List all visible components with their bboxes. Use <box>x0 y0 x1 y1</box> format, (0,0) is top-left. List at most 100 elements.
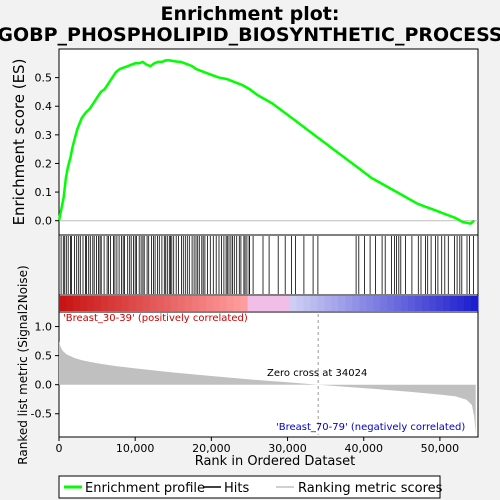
ranking-metric-area <box>59 341 476 435</box>
ramp-segment-9 <box>121 296 130 311</box>
xtick-label-4: 40,000 <box>344 442 383 455</box>
ramp-segment-29 <box>261 296 269 311</box>
ramp-segment-30 <box>268 296 276 311</box>
ramp-segment-16 <box>170 296 179 311</box>
color-ramp <box>59 296 479 311</box>
ramp-segment-11 <box>135 296 144 311</box>
ramp-segment-44 <box>366 296 374 311</box>
ramp-segment-54 <box>436 296 444 311</box>
enrichment-profile-line <box>57 59 475 225</box>
ramp-segment-51 <box>415 296 423 311</box>
ramp-segment-6 <box>100 296 109 311</box>
ramp-segment-18 <box>184 296 193 311</box>
ramp-segment-4 <box>86 296 95 311</box>
ramp-segment-24 <box>226 296 235 311</box>
ramp-segment-56 <box>450 296 458 311</box>
metric-series <box>59 314 476 435</box>
es-series <box>57 59 475 225</box>
es-ytick-label-1: 0.1 <box>35 186 53 199</box>
x-axis: 0 10,000 20,000 30,000 40,000 50,000 <box>56 437 460 455</box>
ramp-segment-36 <box>310 296 318 311</box>
ramp-segment-7 <box>107 296 116 311</box>
ramp-segment-20 <box>198 296 207 311</box>
es-y-axis-label: Enrichment score (ES) <box>10 59 28 226</box>
ramp-segment-12 <box>142 296 151 311</box>
ramp-segment-37 <box>317 296 325 311</box>
ramp-segment-0 <box>59 296 67 311</box>
ramp-segment-27 <box>247 296 256 311</box>
ramp-segment-1 <box>66 296 74 311</box>
ramp-segment-22 <box>212 296 221 311</box>
legend-label-hits: Hits <box>224 481 249 496</box>
legend-label-es: Enrichment profile <box>85 481 205 496</box>
negative-label: 'Breast_70-79' (negatively correlated) <box>276 422 465 433</box>
ramp-segment-38 <box>324 296 332 311</box>
xtick-label-2: 20,000 <box>192 442 231 455</box>
ramp-segment-40 <box>338 296 346 311</box>
es-ytick-label-0: 0.0 <box>35 215 53 228</box>
ramp-segment-47 <box>387 296 395 311</box>
ramp-segment-59 <box>471 296 479 311</box>
ramp-segment-57 <box>457 296 465 311</box>
xtick-label-0: 0 <box>56 442 63 455</box>
ramp-segment-31 <box>275 296 283 311</box>
x-axis-label: Rank in Ordered Dataset <box>195 454 356 469</box>
ramp-segment-19 <box>191 296 200 311</box>
ramp-segment-2 <box>73 296 81 311</box>
chart-title-line1: Enrichment plot: <box>161 3 340 25</box>
ramp-segment-32 <box>282 296 290 311</box>
ramp-segment-39 <box>331 296 339 311</box>
hits-panel <box>58 234 479 296</box>
ramp-segment-41 <box>345 296 353 311</box>
hits-series <box>58 236 474 294</box>
ramp-segment-42 <box>352 296 360 311</box>
es-ytick-label-4: 0.4 <box>35 100 53 113</box>
ramp-segment-5 <box>93 296 102 311</box>
metric-ytick-label-0: -0.5 <box>31 408 52 421</box>
ramp-segment-55 <box>443 296 451 311</box>
es-ytick-label-3: 0.3 <box>35 129 53 142</box>
metric-ytick-label-3: 1.0 <box>35 321 53 334</box>
ramp-segment-46 <box>380 296 388 311</box>
ramp-segment-26 <box>240 296 249 311</box>
es-ytick-label-5: 0.5 <box>35 72 53 85</box>
legend-label-metric: Ranking metric scores <box>298 481 443 496</box>
xtick-label-5: 50,000 <box>421 442 460 455</box>
zero-cross-label: Zero cross at 34024 <box>267 368 367 379</box>
ramp-segment-49 <box>401 296 409 311</box>
ramp-segment-8 <box>114 296 123 311</box>
ramp-segment-21 <box>205 296 214 311</box>
ramp-segment-10 <box>128 296 137 311</box>
ramp-segment-45 <box>373 296 381 311</box>
ramp-segment-13 <box>149 296 158 311</box>
chart-title-line2: GOBP_PHOSPHOLIPID_BIOSYNTHETIC_PROCESS <box>0 24 500 46</box>
ramp-segment-58 <box>464 296 472 311</box>
ramp-segment-28 <box>254 296 262 311</box>
metric-y-axis: -0.5 0.0 0.5 1.0 <box>31 321 59 421</box>
ramp-segment-50 <box>408 296 416 311</box>
ramp-segment-35 <box>303 296 311 311</box>
ramp-segment-3 <box>80 296 88 311</box>
ramp-segment-25 <box>233 296 242 311</box>
legend: Enrichment profile Hits Ranking metric s… <box>58 475 443 499</box>
es-panel <box>58 48 479 236</box>
es-ytick-label-2: 0.2 <box>35 157 53 170</box>
ramp-segment-53 <box>429 296 437 311</box>
ramp-segment-17 <box>177 296 186 311</box>
metric-y-axis-label: Ranked list metric (Signal2Noise) <box>16 265 30 464</box>
ramp-segment-14 <box>156 296 165 311</box>
ramp-segment-33 <box>289 296 297 311</box>
ramp-segment-48 <box>394 296 402 311</box>
ramp-segment-15 <box>163 296 172 311</box>
ramp-segment-34 <box>296 296 304 311</box>
ramp-segment-23 <box>219 296 228 311</box>
positive-label: 'Breast_30-39' (positively correlated) <box>63 313 248 324</box>
xtick-label-1: 10,000 <box>116 442 155 455</box>
es-y-axis: 0.0 0.1 0.2 0.3 0.4 0.5 <box>35 72 59 228</box>
metric-ytick-label-1: 0.0 <box>35 379 53 392</box>
xtick-label-3: 30,000 <box>268 442 307 455</box>
ramp-segment-43 <box>359 296 367 311</box>
ramp-segment-52 <box>422 296 430 311</box>
metric-ytick-label-2: 0.5 <box>35 350 53 363</box>
